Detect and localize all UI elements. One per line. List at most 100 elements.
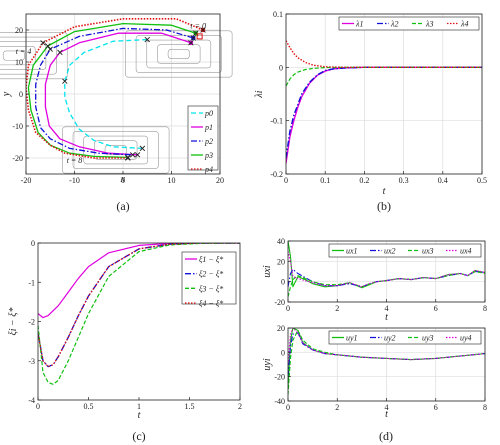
series-line-3 [288,329,485,395]
time-marker [134,152,141,158]
time-marker [144,36,150,43]
time-marker [62,78,68,84]
series-line-5 [26,17,204,159]
x-tick-label: 2 [335,304,339,313]
y-tick-label: -4 [28,396,35,405]
time-marker [139,145,146,152]
y-axis-label: uyi [262,358,273,370]
y-tick-label: -2 [28,318,35,327]
spiral-ring [0,46,36,66]
x-tick-label: 8 [483,304,487,313]
time-marker [188,40,194,46]
series-line-3 [38,243,240,385]
y-tick-label: -10 [12,122,23,131]
time-marker [57,49,63,56]
spiral-ring [135,35,222,73]
legend-label-4: ux4 [460,247,472,256]
x-tick-label: 0.2 [359,176,369,185]
plot-area [286,14,482,174]
legend: p0 p1 p2 p3 p4 [187,105,219,174]
x-tick-label: 1 [137,402,141,411]
legend-label-2: ux2 [384,247,396,256]
y-axis-label: λi [254,90,265,98]
x-tick-label: 6 [434,403,438,412]
panel-d2: 0 2 4 6 8 -40 -20 0 20 t uyi uy1 uy2 uy3 uy4 [262,324,487,420]
series-line-4 [38,243,240,368]
panel-caption: (b) [377,199,391,213]
x-axis-label: t [138,410,141,421]
spiral-ring [2,50,25,61]
legend-label-1: ux1 [346,247,358,256]
y-tick-label: -1 [28,278,35,287]
legend-label-4: ξ4 − ξ* [199,299,223,308]
spiral-ring [83,135,149,165]
x-tick-label: 0.5 [84,402,94,411]
x-tick-label: 8 [483,403,487,412]
y-tick-label: -0.1 [270,117,283,126]
y-tick-label: 20 [277,324,285,333]
x-tick-label: 10 [168,176,176,185]
y-tick-label: -0.2 [270,170,283,179]
spiral-ring [146,39,212,69]
spiral-ring [72,131,159,169]
legend: ξ1 − ξ* ξ2 − ξ* ξ3 − ξ* ξ4 − ξ* [181,251,237,308]
legend-label-1: ξ1 − ξ* [199,255,223,264]
x-tick-label: 2 [335,403,339,412]
time-annotation: t = 4 [16,47,32,56]
y-tick-label: 20 [15,26,23,35]
legend-label-4: uy4 [460,334,472,343]
x-tick-label: 0 [284,176,288,185]
x-tick-label: 0.4 [438,176,448,185]
legend-label-1: p0 [204,109,213,118]
panel-c: 0 0.5 1 1.5 2 -4 -3 -2 -1 0 t ξi − ξ* (c) ξ1 − ξ* ξ2 −… [8,239,242,443]
legend-box [338,16,480,31]
time-annotation: t = 8 [67,156,83,165]
legend-box [181,251,237,305]
legend-box [187,105,219,171]
spiral-decoration-1 [125,30,233,78]
x-axis-label: t [385,409,388,420]
time-marker [200,27,206,33]
y-tick-label: -20 [274,373,285,382]
y-axis-label: uxi [262,265,273,277]
x-tick-label: 1.5 [185,402,195,411]
spiral-ring [0,32,68,80]
series-line-2 [44,32,192,156]
series-line-4 [288,251,485,288]
initial-marker [196,33,203,40]
y-tick-label: -20 [274,298,285,307]
spiral-ring [125,30,233,78]
y-tick-label: 40 [277,237,285,246]
legend-label-2: uy2 [384,334,396,343]
series-line-4 [286,40,482,69]
legend-label-2: ξ2 − ξ* [199,270,223,279]
x-tick-label: -10 [69,176,80,185]
legend-label-2: λ2 [390,20,398,29]
legend-label-5: p4 [204,165,213,174]
x-tick-label: 4 [385,304,389,313]
y-tick-label: 20 [277,257,285,266]
y-tick-label: 0 [279,63,283,72]
x-axis-label: x [120,174,126,185]
x-tick-label: 0 [286,304,290,313]
x-tick-label: 0 [121,176,125,185]
plot-frame [285,13,483,175]
y-tick-label: -3 [28,357,35,366]
legend: uy1 uy2 uy3 uy4 [328,330,482,345]
series-line-3 [286,66,482,87]
x-tick-label: 20 [216,176,224,185]
y-tick-label: 10 [15,58,23,67]
legend-label-3: λ3 [425,20,433,29]
legend-label-1: uy1 [346,334,358,343]
spiral-ring [0,36,57,75]
x-tick-label: 0 [36,402,40,411]
spiral-decoration-2 [0,32,68,80]
legend-label-3: uy3 [422,334,434,343]
series-line-1 [64,38,148,150]
x-tick-label: 0.5 [477,176,487,185]
x-axis-label: t [385,312,388,323]
series-group [26,17,204,159]
legend-label-3: ξ3 − ξ* [199,284,223,293]
